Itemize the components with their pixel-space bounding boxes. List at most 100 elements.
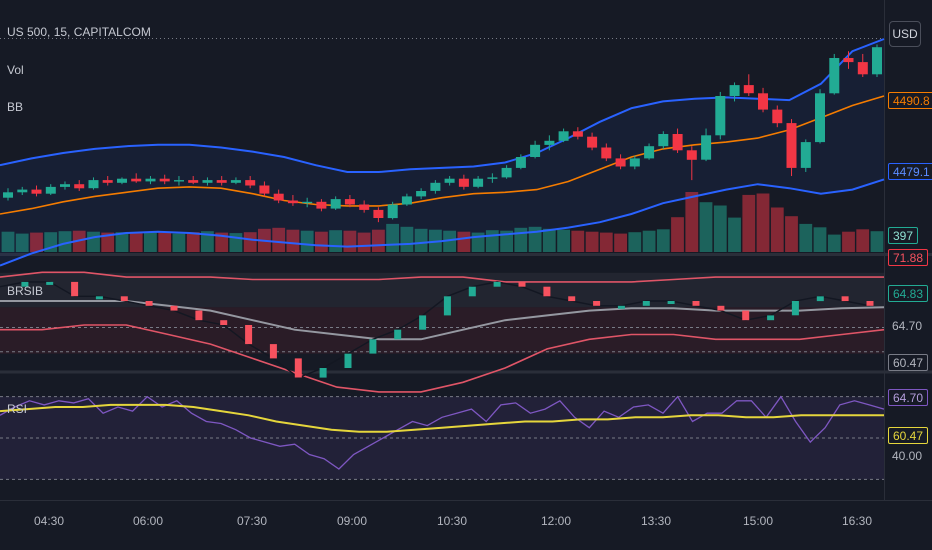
rsi-layer	[0, 395, 885, 480]
candle-body	[316, 201, 327, 209]
brsib-bar	[791, 301, 799, 316]
price-layer	[0, 38, 885, 267]
candle-body	[715, 96, 726, 136]
volume-bar	[685, 192, 699, 252]
brsib-bar	[692, 301, 700, 306]
candle-body	[444, 178, 455, 183]
candle-body	[74, 184, 85, 189]
brsib-bar	[369, 339, 377, 354]
brsib-bar	[767, 315, 775, 321]
brsib-indicator-label[interactable]: BRSIB	[7, 284, 44, 298]
volume-bar	[557, 229, 570, 252]
rsi-indicator-label[interactable]: RSI	[7, 402, 28, 416]
volume-bar	[671, 217, 684, 252]
brsib-lower-line	[0, 324, 885, 393]
volume-bar	[785, 216, 798, 252]
candle-body	[615, 158, 626, 167]
candle-body	[17, 189, 28, 193]
brsib-bar	[816, 296, 824, 302]
volume-bar	[15, 233, 29, 252]
brsib-bar	[742, 310, 750, 321]
candle-body	[458, 178, 469, 187]
candle-body	[416, 191, 427, 197]
candle-body	[188, 180, 199, 183]
volume-bar	[229, 233, 243, 252]
volume-bar	[500, 230, 513, 252]
volume-bar	[286, 229, 300, 252]
volume-bar	[315, 231, 328, 252]
brsib-value-badge: 64.83	[888, 285, 929, 302]
volume-bar	[414, 228, 428, 252]
rsi-pane-bg	[0, 375, 884, 500]
bollinger-indicator-label[interactable]: BB	[7, 100, 24, 114]
volume-bar	[514, 227, 528, 252]
volume-bar	[343, 230, 357, 252]
volume-bar	[713, 205, 727, 252]
brsib-bar	[120, 296, 128, 302]
time-axis-label: 09:00	[336, 514, 368, 528]
candle-body	[3, 192, 13, 198]
candle-body	[701, 135, 712, 160]
candle-body	[216, 180, 227, 183]
brsib-lower-zone	[0, 307, 884, 354]
volume-bar	[443, 230, 456, 252]
brsib-bar	[568, 296, 576, 302]
volume-bar	[585, 231, 599, 252]
volume-bar	[571, 230, 585, 252]
bb-upper-line	[0, 38, 885, 173]
brsib-bar	[841, 296, 849, 302]
volume-bar	[172, 233, 186, 252]
time-axis-label: 13:30	[640, 514, 672, 528]
brsib-bar	[145, 301, 153, 306]
volume-bar	[842, 231, 855, 252]
candle-body	[829, 58, 840, 94]
volume-bar	[628, 232, 642, 252]
brsib-bar	[617, 305, 625, 309]
volume-bar	[129, 233, 143, 252]
candle-body	[786, 123, 797, 168]
rsi-ma-line	[0, 403, 884, 433]
volume-bar	[372, 229, 385, 252]
candle-body	[672, 134, 683, 151]
candle-body	[131, 178, 142, 182]
candle-body	[88, 180, 99, 189]
volume-bar	[158, 232, 172, 252]
volume-bar	[742, 194, 756, 252]
candle-body	[273, 193, 284, 201]
candle-body	[330, 199, 341, 209]
volume-bar	[144, 231, 157, 252]
brsib-bar	[220, 320, 228, 325]
candle-body	[287, 200, 298, 204]
brsib-bar	[518, 281, 526, 287]
candle-body	[401, 196, 412, 205]
volume-bar	[642, 230, 656, 252]
brsib-line	[0, 281, 871, 379]
time-axis-label: 07:30	[236, 514, 268, 528]
time-axis-label: 16:30	[841, 514, 873, 528]
candle-body	[501, 167, 512, 178]
brsib-bar	[95, 296, 103, 300]
candle-body	[800, 142, 811, 168]
volume-bar	[87, 231, 100, 252]
volume-bar	[799, 223, 813, 252]
symbol-title[interactable]: US 500, 15, CAPITALCOM	[7, 25, 151, 39]
brsib-bar	[593, 301, 601, 306]
brsib-bar	[71, 281, 79, 297]
candle-body	[45, 186, 56, 194]
candle-body	[758, 93, 768, 110]
candle-body	[843, 58, 854, 63]
candle-body	[259, 185, 270, 194]
candle-body	[60, 184, 70, 187]
candle-body	[772, 109, 783, 124]
volume-bar	[656, 229, 670, 252]
volume-bar	[300, 230, 314, 252]
currency-button[interactable]: USD	[889, 21, 921, 47]
brsib-bar	[468, 286, 476, 297]
candle-body	[658, 134, 669, 147]
volume-indicator-label[interactable]: Vol	[7, 63, 24, 77]
brsib-bar	[245, 325, 253, 345]
volume-bar	[756, 193, 770, 252]
candle-body	[302, 201, 313, 204]
candle-body	[159, 178, 170, 182]
